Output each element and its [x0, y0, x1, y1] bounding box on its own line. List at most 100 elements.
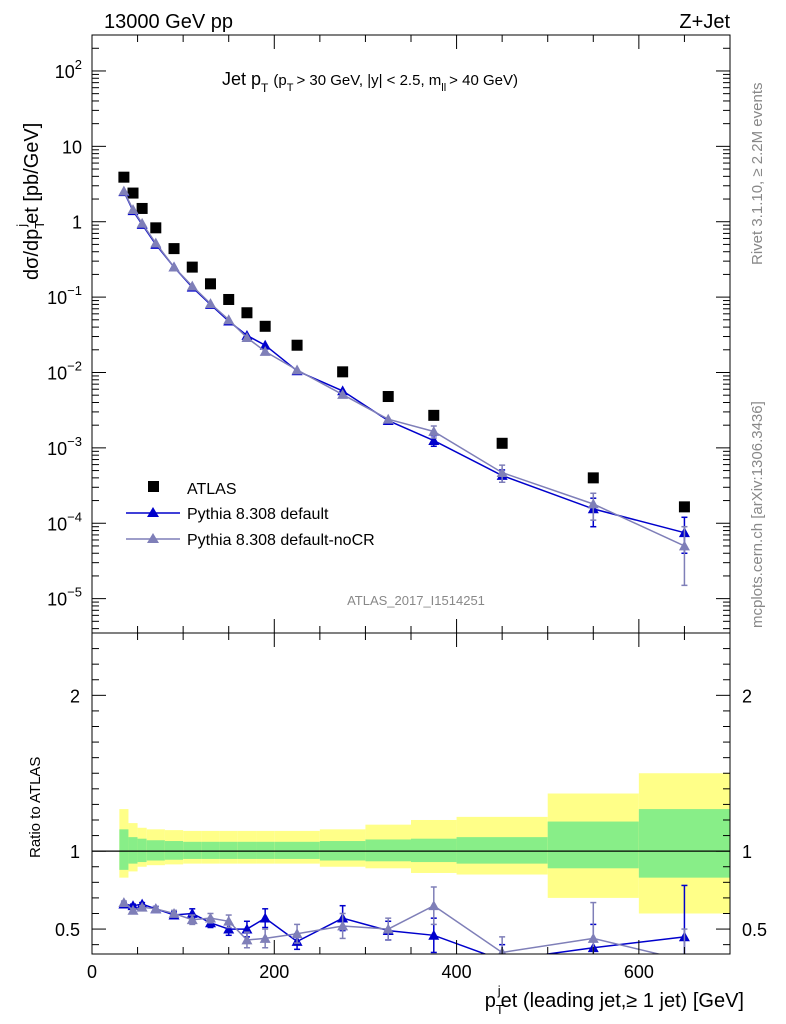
atlas-point: [136, 202, 148, 214]
atlas-point: [241, 307, 253, 319]
ratio-point: [259, 912, 271, 923]
ratio-point: [150, 903, 162, 914]
ratio-point: [291, 928, 303, 939]
ratio-y-tick-label: 2: [70, 686, 80, 706]
stat-uncertainty-band: [201, 841, 220, 859]
legend-marker-default: [147, 507, 159, 517]
atlas-point: [168, 243, 180, 255]
ratio-point: [428, 929, 440, 940]
mc-point: [204, 298, 216, 309]
ratio-y-tick-label: 0.5: [55, 920, 80, 940]
stat-uncertainty-band: [274, 841, 320, 859]
atlas-point: [291, 339, 303, 351]
ratio-point: [587, 932, 599, 943]
mc-point: [259, 339, 271, 350]
ratio-point: [118, 897, 130, 907]
stat-uncertainty-band: [411, 838, 457, 863]
mc-point: [428, 435, 440, 445]
ratio-point: [168, 907, 180, 918]
atlas-point: [127, 187, 139, 199]
analysis-label: ATLAS_2017_I1514251: [347, 593, 485, 608]
stat-uncertainty-band: [137, 838, 147, 863]
x-tick-label: 400: [442, 962, 472, 982]
atlas-point: [587, 472, 599, 484]
ratio-point: [259, 932, 271, 943]
mc-point: [150, 237, 162, 248]
stat-uncertainty-band: [219, 841, 238, 859]
mc-point: [259, 345, 271, 356]
legend-label-nocr: Pythia 8.308 default-noCR: [187, 532, 375, 549]
stat-uncertainty-band: [547, 821, 639, 869]
atlas-point: [428, 409, 440, 421]
ratio-point: [136, 901, 148, 912]
ratio-point: [241, 934, 253, 945]
header-right: Z+Jet: [679, 11, 730, 33]
stat-uncertainty-band: [164, 841, 184, 860]
mc-point: [382, 413, 394, 424]
stat-uncertainty-band: [638, 809, 730, 878]
y-tick-label: 10−3: [47, 434, 82, 459]
mc-point: [496, 467, 508, 477]
ratio-point: [241, 923, 253, 934]
legend-marker-nocr: [147, 533, 159, 543]
stat-uncertainty-band: [119, 829, 129, 870]
y-tick-label: 1: [72, 213, 82, 233]
legend: ATLAS Pythia 8.308 default Pythia 8.308 …: [126, 481, 375, 549]
atlas-point: [204, 278, 216, 290]
ratio-line-0: [123, 903, 685, 954]
ratio-point: [382, 923, 394, 934]
atlas-point: [496, 437, 508, 449]
mc-point: [241, 332, 253, 343]
x-tick-label: 600: [624, 962, 654, 982]
ratio-y-tick-label-right: 0.5: [742, 920, 767, 940]
y-tick-label: 10: [62, 137, 82, 157]
header-left: 13000 GeV pp: [104, 11, 233, 33]
ratio-point: [223, 915, 235, 926]
ratio-line-1: [123, 902, 662, 954]
atlas-point: [678, 501, 690, 513]
mc-point: [118, 185, 130, 196]
main-panel: 102 10 1 10−1 10−2 10−3 10−4 10−5: [47, 34, 731, 634]
ratio-point: [337, 920, 349, 931]
mcplots-label: mcplots.cern.ch [arXiv:1306.3436]: [749, 401, 766, 628]
mc-point: [186, 280, 198, 291]
ratio-point: [186, 914, 198, 925]
mc-point: [127, 204, 139, 214]
mc-point: [136, 217, 148, 228]
atlas-point: [382, 391, 394, 403]
main-ylabel: dσ/dpTjet [pb/GeV]: [14, 123, 47, 280]
y-tick-label: 10−5: [47, 585, 82, 610]
ratio-point: [428, 900, 440, 911]
stat-uncertainty-band: [456, 837, 548, 864]
ratio-point: [679, 955, 690, 965]
x-tick-label: 0: [87, 962, 97, 982]
stat-uncertainty-band: [365, 839, 411, 862]
stat-uncertainty-band: [183, 841, 202, 859]
y-tick-label: 102: [55, 57, 82, 82]
atlas-point: [337, 366, 349, 378]
ratio-y-tick-label-right: 2: [742, 686, 752, 706]
ratio-point: [223, 923, 235, 934]
mc-point: [291, 364, 303, 375]
legend-marker-atlas: [148, 481, 159, 492]
ratio-y-tick-label-right: 1: [742, 842, 752, 862]
ratio-point: [497, 955, 508, 965]
stat-uncertainty-band: [146, 840, 165, 861]
stat-uncertainty-band: [128, 837, 138, 864]
y-tick-label: 10−1: [47, 283, 82, 308]
y-tick-label: 10−2: [47, 358, 82, 383]
mc-point: [168, 261, 180, 272]
stat-uncertainty-band: [237, 841, 257, 859]
mc-point: [223, 314, 235, 325]
atlas-point: [118, 171, 130, 183]
rivet-label: Rivet 3.1.10, ≥ 2.2M events: [749, 83, 766, 266]
mc-point: [587, 498, 599, 509]
atlas-point: [150, 222, 162, 234]
ratio-ylabel: Ratio to ATLAS: [27, 757, 44, 858]
ratio-panel: 0.5 0.5 1 1 2 2 0 200 400 600: [55, 632, 767, 982]
legend-label-default: Pythia 8.308 default: [187, 506, 329, 523]
main-title: Jet pT (pT > 30 GeV, |y| < 2.5, mll > 40 Ge…: [222, 69, 518, 95]
ratio-y-tick-label: 1: [70, 842, 80, 862]
stat-uncertainty-band: [256, 841, 275, 859]
